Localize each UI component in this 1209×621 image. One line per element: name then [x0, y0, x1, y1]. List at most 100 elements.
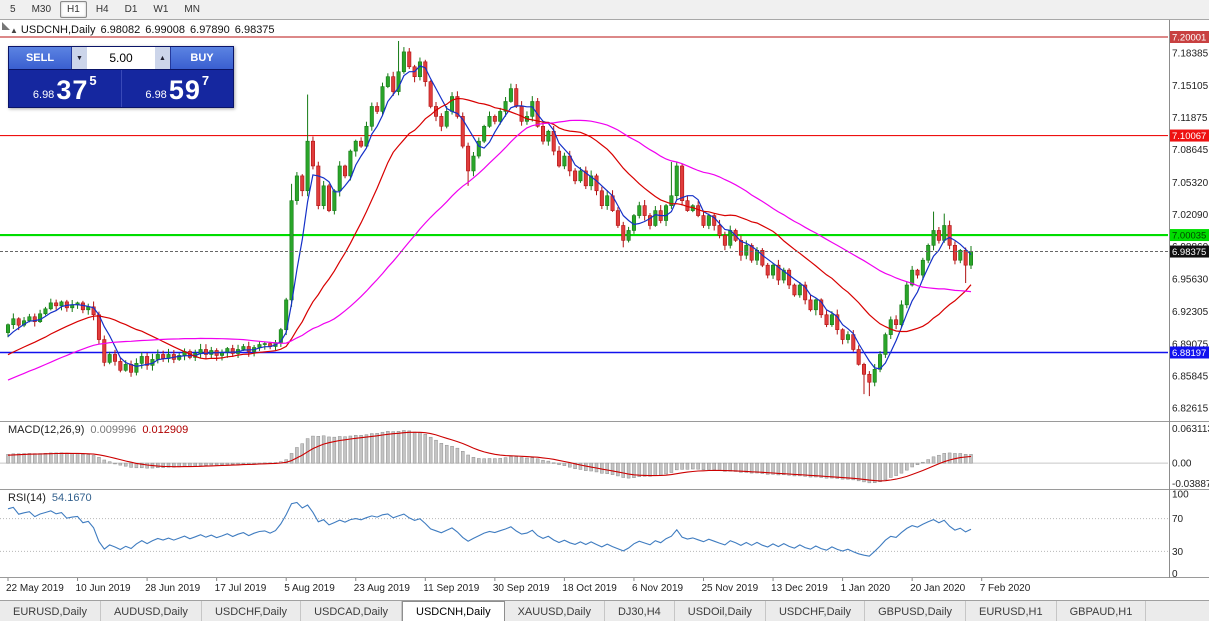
chart-tab-GBPAUD-H1[interactable]: GBPAUD,H1 — [1057, 601, 1147, 621]
macd-value-main: 0.009996 — [90, 424, 137, 436]
sell-price-prefix: 6.98 — [32, 89, 55, 101]
svg-text:7.00035: 7.00035 — [1172, 231, 1206, 242]
timeframe-button-H1[interactable]: H1 — [60, 1, 87, 18]
volume-input[interactable]: 5.00 — [87, 47, 155, 69]
timeframe-button-H4[interactable]: H4 — [95, 4, 109, 15]
svg-text:6.82615: 6.82615 — [1172, 403, 1209, 414]
chart-tab-USDCNH-Daily[interactable]: USDCNH,Daily — [402, 601, 505, 621]
svg-text:11 Sep 2019: 11 Sep 2019 — [423, 583, 479, 594]
chart-region: 7.18385 7.15105 7.11875 7.08645 7.05320 7.020… — [0, 20, 1209, 600]
svg-text:6 Nov 2019: 6 Nov 2019 — [632, 583, 684, 594]
svg-text:6.89075: 6.89075 — [1172, 339, 1209, 350]
chart-tab-XAUUSD-Daily[interactable]: XAUUSD,Daily — [505, 601, 605, 621]
svg-text:10 Jun 2019: 10 Jun 2019 — [76, 583, 131, 594]
svg-text:-0.038872: -0.038872 — [1172, 479, 1209, 490]
rsi-line — [7, 501, 972, 557]
sell-price-big: 37 — [56, 75, 89, 105]
timeframe-button-5[interactable]: 5 — [10, 4, 16, 15]
chart-canvas[interactable]: 7.18385 7.15105 7.11875 7.08645 7.05320 7.020… — [0, 20, 1209, 600]
svg-text:5 Aug 2019: 5 Aug 2019 — [284, 583, 335, 594]
macd-indicator-header: MACD(12,26,9) 0.009996 0.012909 — [8, 424, 188, 436]
macd-histogram — [6, 430, 973, 484]
chart-tab-bar: EURUSD,Daily AUDUSD,Daily USDCHF,Daily USDC… — [0, 600, 1209, 621]
rsi-axis[interactable]: 100 70 30 0 — [1172, 490, 1189, 581]
macd-title: MACD(12,26,9) — [8, 424, 85, 436]
ohlc-open: 6.98082 — [100, 24, 141, 36]
svg-text:6.92305: 6.92305 — [1172, 307, 1209, 318]
price-tag-7.10067: 7.10067 — [1170, 129, 1209, 142]
svg-text:30 Sep 2019: 30 Sep 2019 — [493, 583, 550, 594]
rsi-indicator-header: RSI(14) 54.1670 — [8, 492, 92, 504]
timeframe-button-W1[interactable]: W1 — [153, 4, 169, 15]
svg-text:7.15105: 7.15105 — [1172, 81, 1209, 92]
timeframe-button-M30[interactable]: M30 — [31, 4, 52, 15]
symbol-arrow-icon: ▲ — [10, 26, 18, 35]
svg-text:70: 70 — [1172, 514, 1184, 525]
chart-tab-USDCHF-Daily[interactable]: USDCHF,Daily — [202, 601, 302, 621]
svg-text:7.11875: 7.11875 — [1172, 113, 1208, 124]
buy-button[interactable]: BUY — [170, 47, 233, 69]
svg-text:7 Feb 2020: 7 Feb 2020 — [980, 583, 1031, 594]
sell-button[interactable]: SELL — [9, 47, 72, 69]
svg-text:17 Jul 2019: 17 Jul 2019 — [215, 583, 267, 594]
price-tag-6.88197: 6.88197 — [1170, 346, 1209, 359]
svg-text:0: 0 — [1172, 569, 1178, 580]
svg-text:22 May 2019: 22 May 2019 — [6, 583, 64, 594]
buy-price-sup: 7 — [201, 73, 210, 88]
price-tag-7.20001: 7.20001 — [1170, 31, 1209, 44]
chart-tab-USDCAD-Daily[interactable]: USDCAD,Daily — [301, 601, 403, 621]
svg-text:6.98375: 6.98375 — [1172, 247, 1206, 258]
svg-text:7.18385: 7.18385 — [1172, 49, 1209, 60]
svg-text:0.063113: 0.063113 — [1172, 424, 1209, 435]
svg-text:7.10067: 7.10067 — [1172, 131, 1206, 142]
chart-tab-EURUSD-Daily[interactable]: EURUSD,Daily — [0, 601, 101, 621]
buy-price[interactable]: 6.98 59 7 — [120, 70, 234, 107]
chart-tab-DJ30-H4[interactable]: DJ30,H4 — [605, 601, 675, 621]
svg-text:7.08645: 7.08645 — [1172, 145, 1209, 156]
chart-tab-AUDUSD-Daily[interactable]: AUDUSD,Daily — [101, 601, 202, 621]
buy-price-big: 59 — [168, 75, 201, 105]
macd-axis[interactable]: 0.063113 0.00 -0.038872 — [1172, 424, 1209, 490]
volume-increase-button[interactable]: ▲ — [155, 47, 170, 69]
ohlc-close: 6.98375 — [234, 24, 275, 36]
rsi-title: RSI(14) — [8, 492, 46, 504]
date-axis[interactable]: 22 May 2019 10 Jun 2019 28 Jun 2019 17 Jul … — [6, 578, 1031, 594]
svg-text:7.20001: 7.20001 — [1172, 33, 1206, 44]
svg-text:18 Oct 2019: 18 Oct 2019 — [562, 583, 617, 594]
one-click-trade-widget: SELL ▼ 5.00 ▲ BUY 6.98 37 5 6.98 59 7 — [8, 46, 234, 108]
timeframe-toolbar: 5 M30 H1 H4 D1 W1 MN — [0, 0, 1209, 20]
svg-text:13 Dec 2019: 13 Dec 2019 — [771, 583, 828, 594]
current-price-tag: 6.98375 — [1170, 245, 1209, 258]
svg-text:23 Aug 2019: 23 Aug 2019 — [354, 583, 411, 594]
svg-text:0.00: 0.00 — [1172, 459, 1192, 470]
candlestick-series — [6, 40, 973, 397]
svg-text:7.05320: 7.05320 — [1172, 178, 1209, 189]
sell-price-sup: 5 — [89, 73, 97, 88]
chart-shift-marker-icon[interactable] — [2, 22, 10, 30]
timeframe-button-D1[interactable]: D1 — [124, 4, 138, 15]
volume-decrease-button[interactable]: ▼ — [72, 47, 87, 69]
macd-signal-line — [7, 431, 972, 482]
macd-value-signal: 0.012909 — [142, 424, 189, 436]
horizontal-level-lines[interactable] — [0, 36, 1168, 354]
ohlc-low: 6.97890 — [190, 24, 230, 36]
svg-text:25 Nov 2019: 25 Nov 2019 — [702, 583, 759, 594]
timeframe-button-MN[interactable]: MN — [184, 4, 200, 15]
svg-text:6.88197: 6.88197 — [1172, 348, 1206, 359]
svg-text:6.85845: 6.85845 — [1172, 371, 1209, 382]
svg-text:7.02090: 7.02090 — [1172, 210, 1209, 221]
chart-ohlc-header: ▲ USDCNH,Daily 6.98082 6.99008 6.97890 6.9837… — [10, 24, 280, 36]
chart-tab-EURUSD-H1[interactable]: EURUSD,H1 — [966, 601, 1057, 621]
svg-text:30: 30 — [1172, 547, 1184, 558]
rsi-value: 54.1670 — [51, 492, 92, 504]
chart-tab-USDCHF-Daily[interactable]: USDCHF,Daily — [766, 601, 866, 621]
chart-tab-GBPUSD-Daily[interactable]: GBPUSD,Daily — [865, 601, 967, 621]
ohlc-high: 6.99008 — [145, 24, 186, 36]
chart-tab-USDOil-Daily[interactable]: USDOil,Daily — [675, 601, 766, 621]
svg-text:28 Jun 2019: 28 Jun 2019 — [145, 583, 200, 594]
sell-price[interactable]: 6.98 37 5 — [9, 70, 121, 107]
svg-text:100: 100 — [1172, 490, 1189, 501]
svg-text:20 Jan 2020: 20 Jan 2020 — [910, 583, 965, 594]
chart-symbol-label: USDCNH,Daily — [20, 24, 96, 36]
